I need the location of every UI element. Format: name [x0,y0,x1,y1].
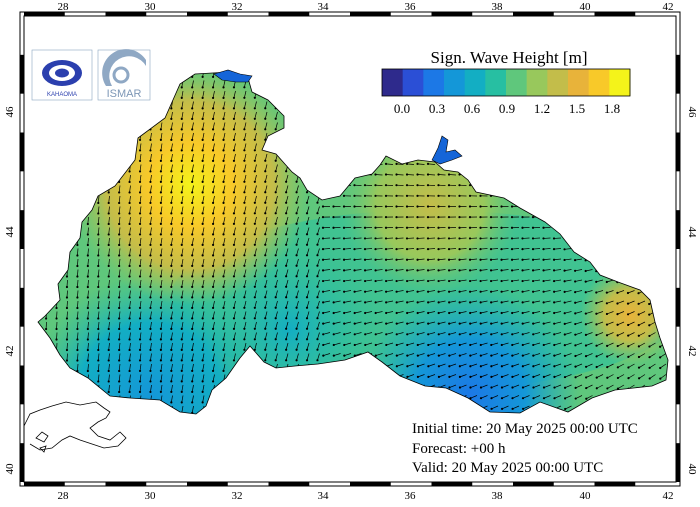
colorbar-segment [506,69,528,96]
forecast-text: Forecast: +00 h [412,441,506,457]
x-tick-label: 36 [405,490,417,502]
svg-text:ISMAR: ISMAR [107,88,142,100]
colorbar-segment [485,69,507,96]
initial-time-text: Initial time: 20 May 2025 00:00 UTC [412,421,638,437]
colorbar-segment [423,69,445,96]
colorbar-tick-label: 0.9 [499,101,515,116]
colorbar-segment [402,69,424,96]
forecast-info: Initial time: 20 May 2025 00:00 UTC Fore… [412,421,638,476]
x-tick-label: 30 [145,490,157,502]
x-tick-label: 34 [318,1,330,13]
colorbar-tick-label: 1.2 [534,101,550,116]
colorbar-tick-label: 1.8 [604,101,620,116]
x-tick-label: 28 [58,1,70,13]
x-tick-label: 32 [232,490,243,502]
y-tick-label: 42 [686,346,698,357]
valid-time-text: Valid: 20 May 2025 00:00 UTC [412,460,603,476]
y-tick-label: 44 [686,227,698,239]
colorbar: Sign. Wave Height [m] 0.0 0.3 0.6 0.9 1.2 1.5… [381,48,631,116]
x-tick-label: 36 [405,1,417,13]
map-frame [19,11,681,487]
svg-text:KAHAOMA: KAHAOMA [47,92,77,98]
x-tick-label: 40 [580,1,592,13]
colorbar-segment [464,69,486,96]
ismar-logo: ISMAR [97,49,151,101]
x-tick-label: 42 [663,490,674,502]
dnieper-estuary [213,69,253,83]
sea-of-marmara-outline [23,401,127,453]
y-tick-label: 44 [4,226,16,238]
x-tick-label: 38 [492,1,504,13]
y-axis-right: 40 42 44 46 [686,107,698,476]
x-tick-label: 28 [58,490,70,502]
colorbar-segment [547,69,569,96]
colorbar-segment [609,69,631,96]
sea-of-azov [431,135,463,165]
x-axis-bottom: 28 30 32 34 36 38 40 42 [58,490,674,502]
y-tick-label: 40 [4,463,16,475]
colorbar-tick-label: 0.6 [464,101,481,116]
colorbar-tick-label: 0.0 [394,101,410,116]
x-tick-label: 30 [145,1,157,13]
colorbar-segment [568,69,590,96]
x-tick-label: 32 [232,1,243,13]
colorbar-title: Sign. Wave Height [m] [431,48,588,67]
x-tick-label: 38 [492,490,504,502]
colorbar-tick-label: 0.3 [429,101,445,116]
colorbar-segment [382,69,404,96]
y-tick-label: 46 [4,106,16,118]
colorbar-segment [588,69,610,96]
colorbar-segment [526,69,548,96]
kahaoma-logo: KAHAOMA [31,49,93,101]
y-tick-label: 42 [4,346,16,357]
x-axis-top: 28 30 32 34 36 38 40 42 [58,1,674,13]
y-axis-left: 40 42 44 46 [4,106,16,475]
x-tick-label: 34 [318,490,330,502]
colorbar-tick-label: 1.5 [569,101,585,116]
y-tick-label: 46 [686,107,698,119]
x-tick-label: 40 [580,490,592,502]
y-tick-label: 40 [686,464,698,476]
colorbar-segment [444,69,466,96]
x-tick-label: 42 [663,1,674,13]
